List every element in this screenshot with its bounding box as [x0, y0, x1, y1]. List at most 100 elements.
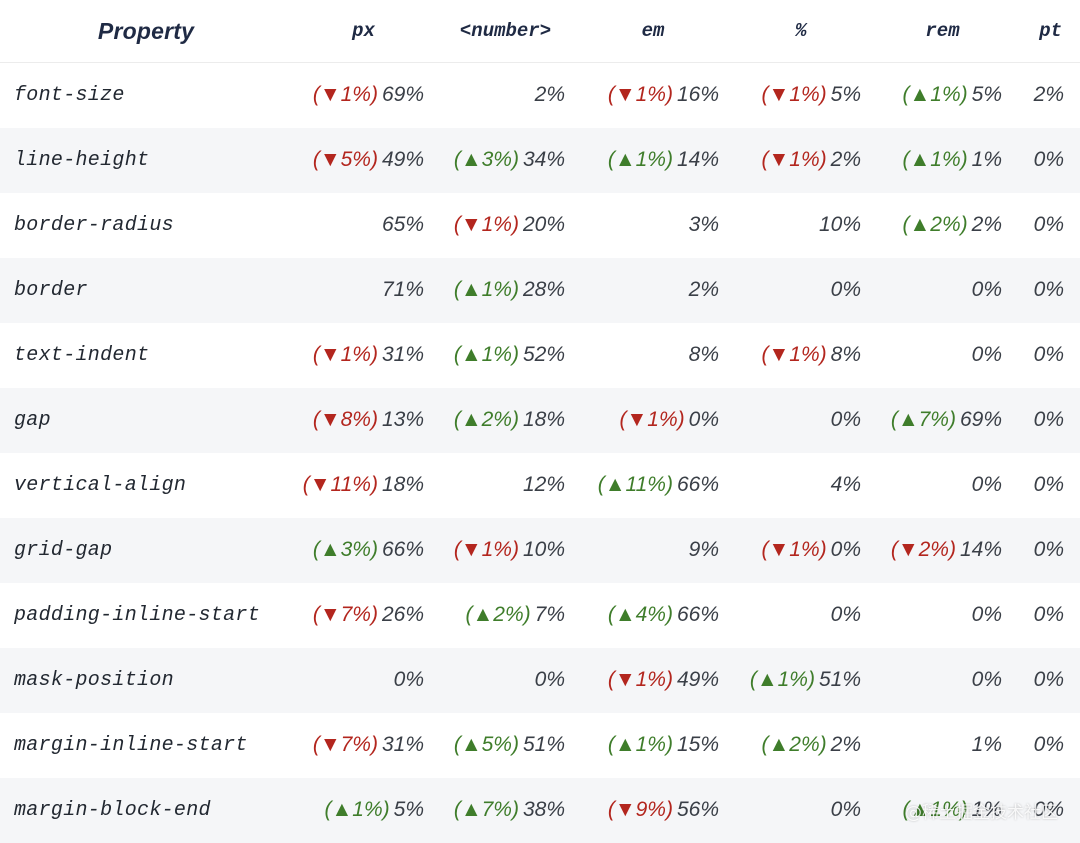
column-header-percent: %: [730, 0, 872, 63]
change-value: ▼1%: [768, 83, 820, 107]
share-value: 0%: [1033, 408, 1064, 431]
share-value: 8%: [688, 343, 719, 366]
table-cell: 0%: [1013, 388, 1080, 453]
change-value: ▼2%: [897, 538, 949, 561]
change-value: ▲5%: [460, 733, 512, 756]
share-value: 2%: [1033, 83, 1064, 107]
decrease-indicator: (▼1%): [453, 538, 519, 561]
change-value: ▲2%: [909, 213, 961, 236]
table-row: margin-inline-start (▼7%) 31% (▲5%) 51% (▲1%)…: [0, 712, 1080, 778]
share-value: 0%: [688, 408, 719, 431]
table-cell: 0%: [730, 778, 872, 843]
increase-indicator: (▲4%): [607, 603, 673, 626]
table-cell: (▲2%) 2%: [872, 193, 1013, 258]
decrease-indicator: (▼1%): [312, 343, 378, 366]
change-value: ▲11%: [604, 473, 666, 496]
property-name: border-radius: [14, 213, 174, 237]
watermark: @稀土掘金技术社区: [905, 803, 1058, 823]
change-value: ▼7%: [319, 733, 371, 756]
increase-indicator: (▲2%): [902, 213, 968, 236]
share-value: 16%: [676, 83, 719, 107]
share-value: 0%: [1033, 343, 1064, 366]
table-cell: (▲2%) 18%: [435, 388, 576, 453]
table-row: mask-position 0% 0% (▼1%) 49% (▲1%) 51% 0% 0%: [0, 647, 1080, 713]
table-cell: (▼1%) 20%: [435, 193, 576, 258]
change-value: ▲1%: [756, 668, 808, 691]
table-cell: (▲2%) 2%: [730, 713, 872, 778]
decrease-indicator: (▼1%): [619, 408, 685, 431]
table-cell: (▼11%) 18%: [292, 453, 435, 518]
increase-indicator: (▲3%): [312, 538, 378, 561]
property-name: margin-inline-start: [14, 733, 248, 757]
table-row: font-size (▼1%) 69% 2% (▼1%) 16% (▼1%) 5% (▲1%) 5…: [0, 62, 1080, 128]
share-value: 38%: [522, 798, 565, 821]
header-row: Property px <number> em % rem pt: [0, 0, 1080, 63]
change-value: ▼1%: [626, 408, 678, 431]
change-value: ▲3%: [319, 538, 371, 561]
table-cell: (▼1%) 8%: [730, 323, 872, 388]
share-value: 10%: [522, 538, 565, 561]
table-cell: 0%: [872, 453, 1013, 518]
table-cell: (▼1%) 10%: [435, 518, 576, 583]
share-value: 14%: [959, 538, 1002, 561]
table-cell: 2%: [576, 258, 730, 323]
table-cell: (▲1%) 28%: [435, 258, 576, 323]
share-value: 0%: [1033, 213, 1064, 236]
decrease-indicator: (▼1%): [761, 343, 827, 366]
share-value: 10%: [818, 213, 861, 236]
change-value: ▼1%: [460, 538, 512, 561]
change-value: ▼1%: [614, 668, 666, 691]
share-value: 13%: [381, 408, 424, 431]
share-value: 8%: [830, 343, 861, 366]
table-cell: 0%: [1013, 453, 1080, 518]
share-value: 0%: [1033, 148, 1064, 171]
share-value: 1%: [971, 798, 1002, 821]
increase-indicator: (▲7%): [890, 408, 956, 431]
share-value: 0%: [830, 603, 861, 626]
table-row: border 71% (▲1%) 28% 2% 0% 0% 0%: [0, 257, 1080, 323]
property-name: border: [14, 278, 88, 302]
table-cell: (▼1%) 69%: [292, 63, 435, 128]
table-cell: 0%: [1013, 778, 1080, 843]
increase-indicator: (▲1%): [749, 668, 815, 691]
table-cell: 12%: [435, 453, 576, 518]
table-cell: 8%: [576, 323, 730, 388]
table-cell: (▲5%) 51%: [435, 713, 576, 778]
share-value: 15%: [676, 733, 719, 756]
table-cell: (▲1%) 52%: [435, 323, 576, 388]
share-value: 14%: [676, 148, 719, 171]
share-value: 2%: [830, 733, 861, 756]
change-value: ▲1%: [331, 798, 383, 821]
property-name: vertical-align: [14, 473, 187, 497]
increase-indicator: (▲1%): [902, 798, 968, 821]
change-value: ▼1%: [768, 148, 820, 171]
share-value: 2%: [534, 83, 565, 107]
change-value: ▼9%: [614, 798, 666, 821]
table-cell: 0%: [1013, 713, 1080, 778]
increase-indicator: (▲1%): [607, 148, 673, 171]
increase-indicator: (▲2%): [453, 408, 519, 431]
table-cell: 1%: [872, 713, 1013, 778]
column-header-property: Property: [0, 0, 292, 63]
share-value: 49%: [676, 668, 719, 691]
share-value: 0%: [1033, 798, 1064, 821]
change-value: ▲1%: [614, 733, 666, 756]
share-value: 69%: [959, 408, 1002, 431]
share-value: 1%: [971, 733, 1002, 756]
table-cell: (▼8%) 13%: [292, 388, 435, 453]
increase-indicator: (▲1%): [453, 278, 519, 301]
table-cell: (▼1%) 16%: [576, 63, 730, 128]
share-value: 20%: [522, 213, 565, 236]
share-value: 3%: [688, 213, 719, 236]
share-value: 69%: [381, 83, 424, 107]
decrease-indicator: (▼9%): [607, 798, 673, 821]
decrease-indicator: (▼1%): [761, 83, 827, 107]
decrease-indicator: (▼1%): [453, 213, 519, 236]
property-name: mask-position: [14, 668, 174, 692]
share-value: 66%: [676, 603, 719, 626]
table-cell: 0%: [1013, 193, 1080, 258]
share-value: 18%: [522, 408, 565, 431]
change-value: ▼8%: [319, 408, 371, 431]
increase-indicator: (▲2%): [465, 603, 531, 626]
